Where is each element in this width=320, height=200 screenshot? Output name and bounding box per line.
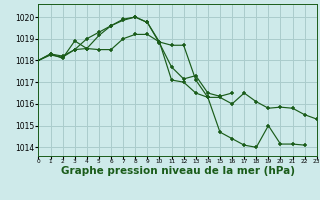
- X-axis label: Graphe pression niveau de la mer (hPa): Graphe pression niveau de la mer (hPa): [60, 166, 295, 176]
